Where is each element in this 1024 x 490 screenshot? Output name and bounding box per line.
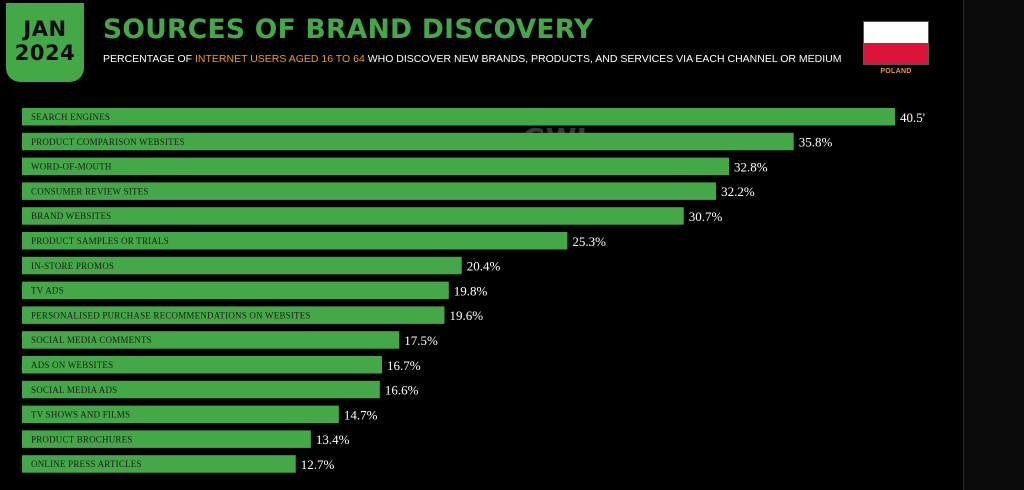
bar xyxy=(22,455,296,473)
chart-subtitle: PERCENTAGE OF INTERNET USERS AGED 16 TO … xyxy=(103,53,841,65)
date-month: JAN xyxy=(23,17,67,41)
bar xyxy=(22,306,445,324)
subtitle-prefix: PERCENTAGE OF xyxy=(103,53,195,65)
bar-chart: SEARCH ENGINES 40.5' PRODUCT COMPARISON WE… xyxy=(22,108,925,473)
value-label: 12.7% xyxy=(301,457,335,472)
value-label: 35.8% xyxy=(799,135,833,150)
value-label: 19.6% xyxy=(449,308,483,323)
bar xyxy=(22,182,717,200)
category-label: ADS ON WEBSITES xyxy=(31,360,113,370)
category-label: WORD-OF-MOUTH xyxy=(31,162,112,172)
subtitle-suffix: WHO DISCOVER NEW BRANDS, PRODUCTS, AND S… xyxy=(364,53,842,65)
value-label: 20.4% xyxy=(467,259,501,274)
bar xyxy=(22,281,449,300)
category-label: PRODUCT BROCHURES xyxy=(31,434,133,444)
poland-flag-icon xyxy=(863,21,929,65)
date-badge: JAN 2024 xyxy=(6,3,84,82)
subtitle-highlight: INTERNET USERS AGED 16 TO 64 xyxy=(194,53,365,65)
value-label: 32.8% xyxy=(734,159,768,174)
bar xyxy=(22,232,568,250)
category-label: SOCIAL MEDIA COMMENTS xyxy=(31,335,152,345)
value-label: 14.7% xyxy=(344,407,378,422)
bar xyxy=(22,132,794,151)
bar xyxy=(22,157,730,176)
category-label: SOCIAL MEDIA ADS xyxy=(31,385,117,395)
bar xyxy=(22,256,462,275)
bar xyxy=(22,356,382,374)
category-label: BRAND WEBSITES xyxy=(31,211,111,221)
value-label: 40.5' xyxy=(900,110,925,125)
value-label: 32.2% xyxy=(721,184,755,199)
window-edge xyxy=(963,0,1024,490)
bar xyxy=(22,380,380,399)
category-label: PERSONALISED PURCHASE RECOMMENDATIONS ON… xyxy=(31,310,311,320)
category-label: SEARCH ENGINES xyxy=(31,112,110,122)
value-label: 13.4% xyxy=(316,432,350,447)
bar xyxy=(22,207,684,225)
value-label: 16.7% xyxy=(387,358,421,373)
category-label: PRODUCT SAMPLES OR TRIALS xyxy=(31,236,169,246)
category-label: ONLINE PRESS ARTICLES xyxy=(31,459,142,469)
category-label: IN-STORE PROMOS xyxy=(31,261,114,271)
value-label: 16.6% xyxy=(385,383,419,398)
value-label: 25.3% xyxy=(572,234,606,249)
bar xyxy=(22,430,311,448)
value-label: 30.7% xyxy=(689,209,723,224)
bar xyxy=(22,405,339,424)
country-label: POLAND xyxy=(880,68,912,75)
chart-title: SOURCES OF BRAND DISCOVERY xyxy=(103,14,594,45)
date-year: 2024 xyxy=(14,41,76,65)
bar xyxy=(22,331,400,349)
category-label: PRODUCT COMPARISON WEBSITES xyxy=(31,137,185,147)
value-label: 19.8% xyxy=(454,283,488,298)
value-label: 17.5% xyxy=(404,333,438,348)
category-label: TV SHOWS AND FILMS xyxy=(31,410,130,420)
slide-frame: JAN 2024 SOURCES OF BRAND DISCOVERY PERC… xyxy=(6,3,929,473)
category-label: TV ADS xyxy=(31,286,64,296)
bar xyxy=(22,108,895,126)
category-label: CONSUMER REVIEW SITES xyxy=(31,186,149,196)
